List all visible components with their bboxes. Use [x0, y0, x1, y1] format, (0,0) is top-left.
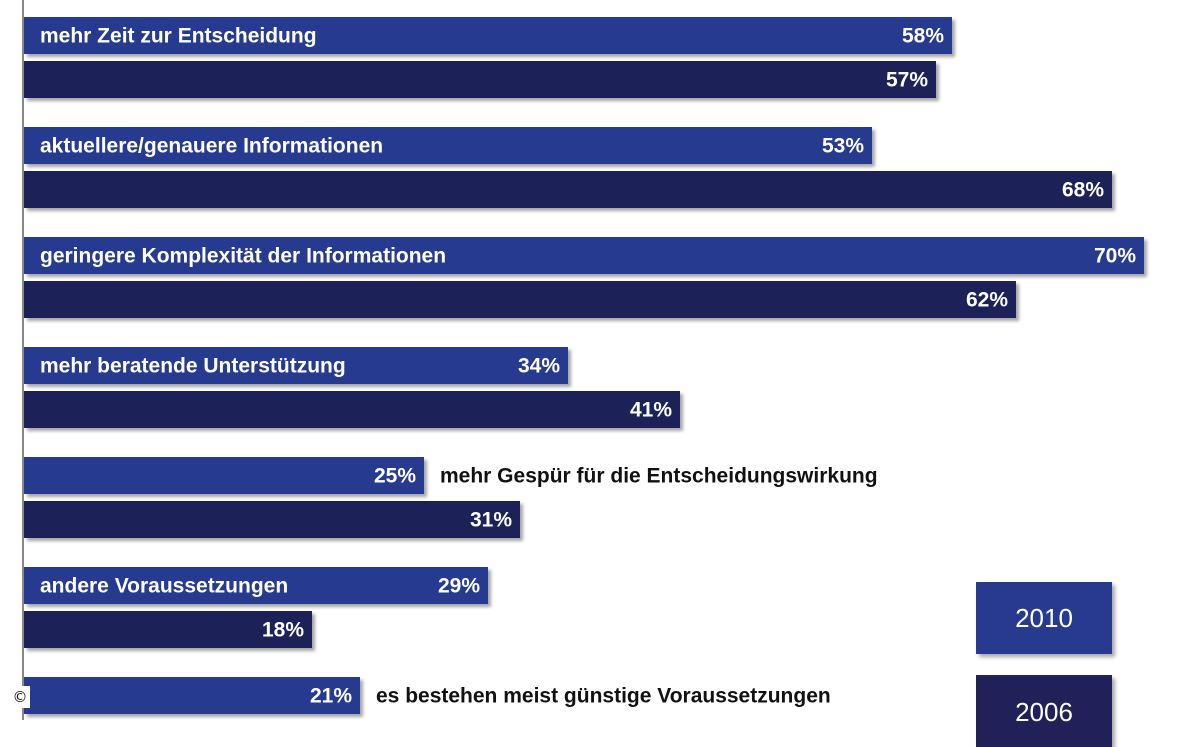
category-label-0: mehr Zeit zur Entscheidung [40, 25, 317, 48]
bar-chart: 58% 57% mehr Zeit zur Entscheidung 53% 68% ak… [22, 0, 1144, 720]
value-label-2010-6: 21% [310, 685, 352, 708]
category-label-6: es bestehen meist günstige Voraussetzung… [376, 685, 831, 708]
legend-2006: 2006 [976, 675, 1112, 747]
category-label-1: aktuellere/genauere Informationen [40, 135, 383, 158]
bar-2006-2 [24, 281, 1016, 318]
bar-2010-1 [24, 127, 872, 164]
bar-2010-2 [24, 237, 1144, 274]
bar-2006-5 [24, 611, 312, 648]
bar-2006-1 [24, 171, 1112, 208]
value-label-2010-3: 34% [518, 355, 560, 378]
value-label-2006-1: 68% [1062, 179, 1104, 202]
value-label-2010-1: 53% [822, 135, 864, 158]
legend-2010: 2010 [976, 582, 1112, 654]
value-label-2006-4: 31% [470, 509, 512, 532]
bar-2010-3 [24, 347, 568, 384]
category-label-2: geringere Komplexität der Informationen [40, 245, 446, 268]
bar-2010-5 [24, 567, 488, 604]
bar-2006-4 [24, 501, 520, 538]
bar-2010-0 [24, 17, 952, 54]
value-label-2006-0: 57% [886, 69, 928, 92]
category-label-4: mehr Gespür für die Entscheidungswirkung [440, 465, 878, 488]
value-label-2010-5: 29% [438, 575, 480, 598]
bar-2010-6 [24, 677, 360, 714]
bar-2006-0 [24, 61, 936, 98]
copyright-icon: © [10, 686, 30, 708]
category-label-3: mehr beratende Unterstützung [40, 355, 346, 378]
value-label-2006-3: 41% [630, 399, 672, 422]
value-label-2006-5: 18% [262, 619, 304, 642]
bar-2010-4 [24, 457, 424, 494]
value-label-2010-4: 25% [374, 465, 416, 488]
value-label-2010-0: 58% [902, 25, 944, 48]
bar-2006-3 [24, 391, 680, 428]
category-label-5: andere Voraussetzungen [40, 575, 288, 598]
value-label-2006-2: 62% [966, 289, 1008, 312]
value-label-2010-2: 70% [1094, 245, 1136, 268]
